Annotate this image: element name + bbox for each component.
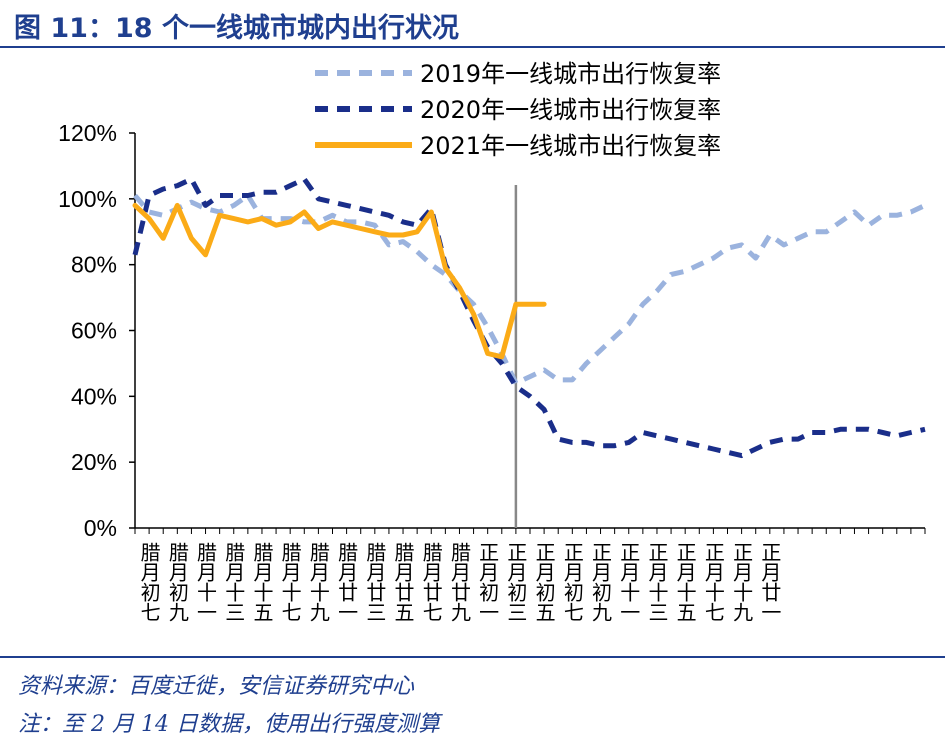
legend-label-1: 2020年一线城市出行恢复率 [420,96,721,124]
x-tick-label: 腊月初七 [137,542,161,622]
x-tick-label: 正月十一 [617,542,641,622]
series-line-0 [133,193,927,386]
series-line-1 [132,176,926,459]
x-tick-label: 正月初五 [532,542,556,622]
y-tick-label: 0% [84,515,117,541]
x-tick-label: 正月十七 [701,542,725,622]
series-line-2 [132,202,547,360]
chart-title: 图 11：18 个一线城市城内出行状况 [14,13,459,44]
x-tick-label: 腊月廿一 [335,542,359,622]
y-tick-label: 40% [71,383,117,409]
source-note: 资料来源：百度迁徙，安信证券研究中心 [18,674,415,699]
legend-label-0: 2019年一线城市出行恢复率 [420,60,721,88]
x-tick-label: 正月初七 [560,542,584,622]
x-tick-label: 正月初九 [589,542,613,622]
x-tick-label: 腊月十九 [306,542,330,622]
x-tick-label: 腊月十三 [222,542,246,622]
x-tick-label: 腊月廿九 [447,542,471,622]
y-tick-label: 100% [58,186,117,212]
x-tick-label: 腊月廿五 [391,542,415,622]
y-tick-label: 60% [71,318,117,344]
x-tick-label: 正月初三 [504,542,528,622]
x-tick-label: 腊月十五 [250,542,274,622]
x-tick-label: 腊月廿三 [363,542,387,622]
x-tick-label: 腊月十七 [278,542,302,622]
x-tick-label: 正月初一 [476,542,500,622]
x-tick-label: 正月十五 [673,542,697,622]
y-tick-label: 80% [71,252,117,278]
footer-divider [0,656,945,658]
x-tick-label: 正月十九 [730,542,754,622]
y-tick-label: 120% [58,120,117,146]
y-tick-label: 20% [71,449,117,475]
x-tick-label: 正月十三 [645,542,669,622]
data-note: 注：至 2 月 14 日数据，使用出行强度测算 [18,712,440,737]
title-divider [0,46,945,48]
x-tick-label: 腊月廿七 [419,542,443,622]
legend-label-2: 2021年一线城市出行恢复率 [420,132,721,160]
x-tick-label: 腊月初九 [165,542,189,622]
x-tick-label: 正月廿一 [758,542,782,622]
x-tick-label: 腊月十一 [194,542,218,622]
